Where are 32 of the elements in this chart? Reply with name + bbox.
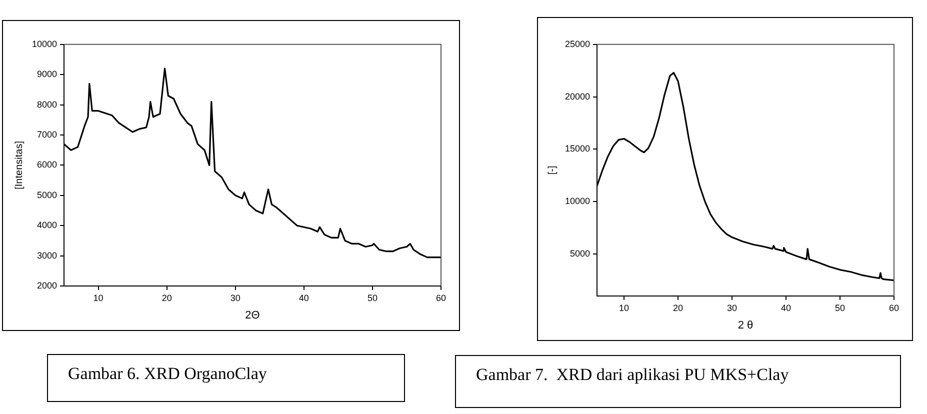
x-axis-title: 2 θ [738,319,754,332]
x-tick-label: 30 [230,292,240,303]
y-tick-label: 6000 [36,160,58,170]
y-tick-label: 9000 [36,69,58,80]
text: Gambar 6. XRD OrganoClay [47,354,405,402]
x-tick-label: 10 [93,292,104,303]
y-axis-title: [Intensitas] [14,140,25,190]
x-tick-label: 60 [436,292,446,303]
x-tick-label: 40 [298,292,309,303]
y-tick-label: 2000 [36,280,58,290]
y-tick-label: 5000 [570,248,590,259]
y-tick-label: 8000 [36,99,58,110]
y-tick-label: 20000 [564,91,590,102]
y-tick-label: 7000 [36,129,58,140]
x-tick-label: 50 [367,292,378,303]
y-tick-label: 4000 [36,220,58,230]
y-tick-label: 25000 [564,38,590,49]
x-tick-label: 40 [781,302,792,313]
x-tick-label: 50 [834,302,846,313]
y-tick-label: 10000 [564,196,590,206]
x-tick-label: 20 [162,292,172,303]
x-tick-label: 60 [888,302,899,313]
y-tick-label: 10000 [32,38,58,49]
y-tick-label: 15000 [564,144,590,154]
y-tick-label: 5000 [36,190,58,200]
y-axis-title: [-] [546,166,558,175]
x-axis-title: 2Θ [245,309,260,322]
text: Gambar 7. XRD dari aplikasi PU MKS+Clay [455,355,901,408]
x-tick-label: 30 [727,302,738,313]
y-tick-label: 3000 [36,250,58,260]
x-tick-label: 20 [673,302,684,313]
x-tick-label: 10 [619,302,630,313]
